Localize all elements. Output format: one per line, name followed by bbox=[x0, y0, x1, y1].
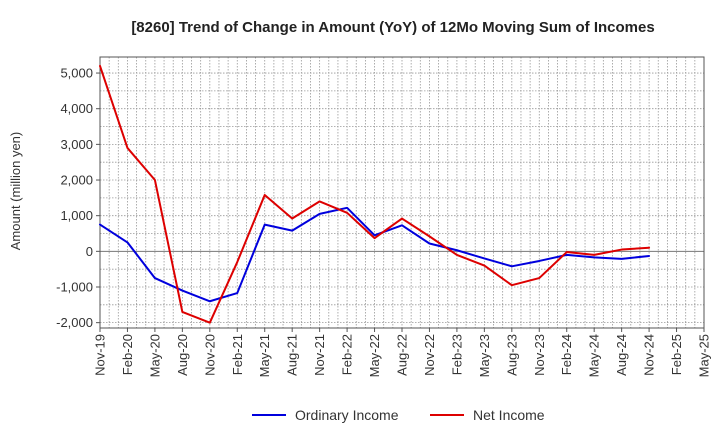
x-tick-label: Feb-20 bbox=[120, 334, 135, 375]
x-tick-label: Aug-21 bbox=[285, 334, 300, 376]
series-line-1 bbox=[99, 206, 651, 303]
chart-title: [8260] Trend of Change in Amount (YoY) o… bbox=[131, 19, 654, 36]
x-tick-label: Nov-22 bbox=[422, 334, 437, 376]
x-tick-label: May-22 bbox=[367, 334, 382, 377]
x-tick-label: May-25 bbox=[697, 334, 712, 377]
x-tick-label: May-23 bbox=[477, 334, 492, 377]
y-tick-label: -2,000 bbox=[56, 315, 93, 330]
x-tick-label: Aug-20 bbox=[175, 334, 190, 376]
y-tick-label: 3,000 bbox=[60, 137, 93, 152]
axes: -2,000 -1,000 0 1,000 2,000 3,000 4,000 5,000 No… bbox=[56, 56, 712, 377]
y-tick-label: 5,000 bbox=[60, 66, 93, 81]
y-axis-label: Amount (million yen) bbox=[8, 132, 23, 251]
x-tick-label: Feb-24 bbox=[559, 334, 574, 375]
x-tick-label: May-24 bbox=[587, 334, 602, 377]
y-tick-label: 4,000 bbox=[60, 101, 93, 116]
x-tick-label: May-21 bbox=[257, 334, 272, 377]
x-tick-label: Nov-20 bbox=[202, 334, 217, 376]
legend-label: Ordinary Income bbox=[295, 407, 399, 423]
y-tick-label: 0 bbox=[86, 244, 93, 259]
x-tick-label: Feb-22 bbox=[340, 334, 355, 375]
x-tick-label: Aug-23 bbox=[504, 334, 519, 376]
x-tick-label: Nov-24 bbox=[642, 334, 657, 376]
x-tick-label: Nov-19 bbox=[93, 334, 108, 376]
series-lines bbox=[99, 64, 651, 324]
x-tick-label: May-20 bbox=[147, 334, 162, 377]
x-tick-label: Feb-21 bbox=[230, 334, 245, 375]
legend: Ordinary Income Net Income bbox=[252, 407, 545, 423]
series-line-2 bbox=[99, 64, 651, 324]
x-tick-label: Feb-23 bbox=[449, 334, 464, 375]
grid-lines bbox=[100, 57, 704, 328]
y-tick-label: 2,000 bbox=[60, 173, 93, 188]
x-tick-label: Nov-21 bbox=[312, 334, 327, 376]
x-tick-label: Aug-24 bbox=[614, 334, 629, 376]
x-tick-label: Nov-23 bbox=[532, 334, 547, 376]
y-tick-label: 1,000 bbox=[60, 208, 93, 223]
x-tick-label: Aug-22 bbox=[395, 334, 410, 376]
x-tick-label: Feb-25 bbox=[669, 334, 684, 375]
y-tick-label: -1,000 bbox=[56, 279, 93, 294]
legend-label: Net Income bbox=[473, 407, 545, 423]
